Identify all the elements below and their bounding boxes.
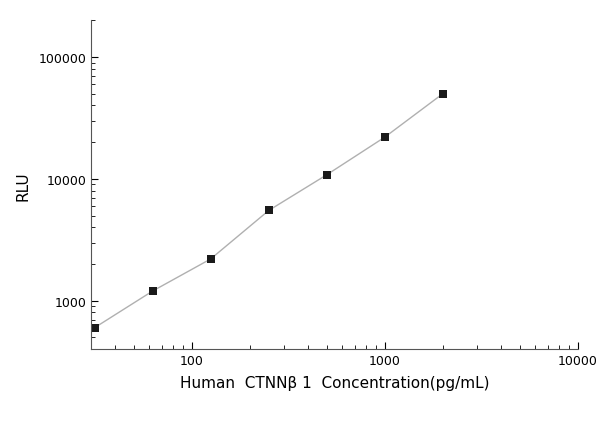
Point [322,172,331,179]
Point [148,288,157,295]
Point [90,325,100,331]
X-axis label: Human  CTNNβ 1  Concentration(pg/mL): Human CTNNβ 1 Concentration(pg/mL) [179,375,489,390]
Point [438,91,447,98]
Y-axis label: RLU: RLU [15,170,30,200]
Point [206,256,216,263]
Point [264,207,274,214]
Point [380,134,390,141]
